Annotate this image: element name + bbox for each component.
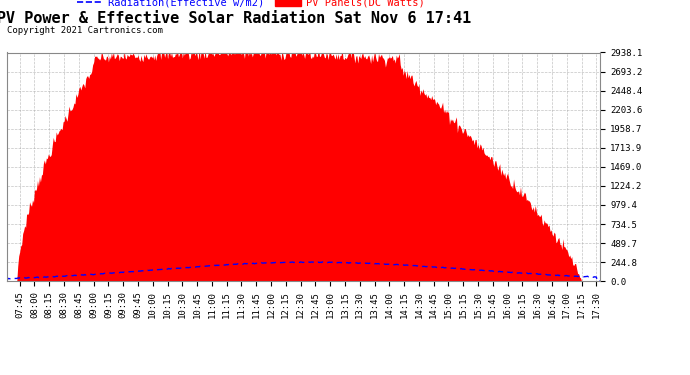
Text: Copyright 2021 Cartronics.com: Copyright 2021 Cartronics.com xyxy=(7,26,163,35)
Text: Total PV Power & Effective Solar Radiation Sat Nov 6 17:41: Total PV Power & Effective Solar Radiati… xyxy=(0,11,472,26)
Legend: Radiation(Effective w/m2), PV Panels(DC Watts): Radiation(Effective w/m2), PV Panels(DC … xyxy=(72,0,429,12)
